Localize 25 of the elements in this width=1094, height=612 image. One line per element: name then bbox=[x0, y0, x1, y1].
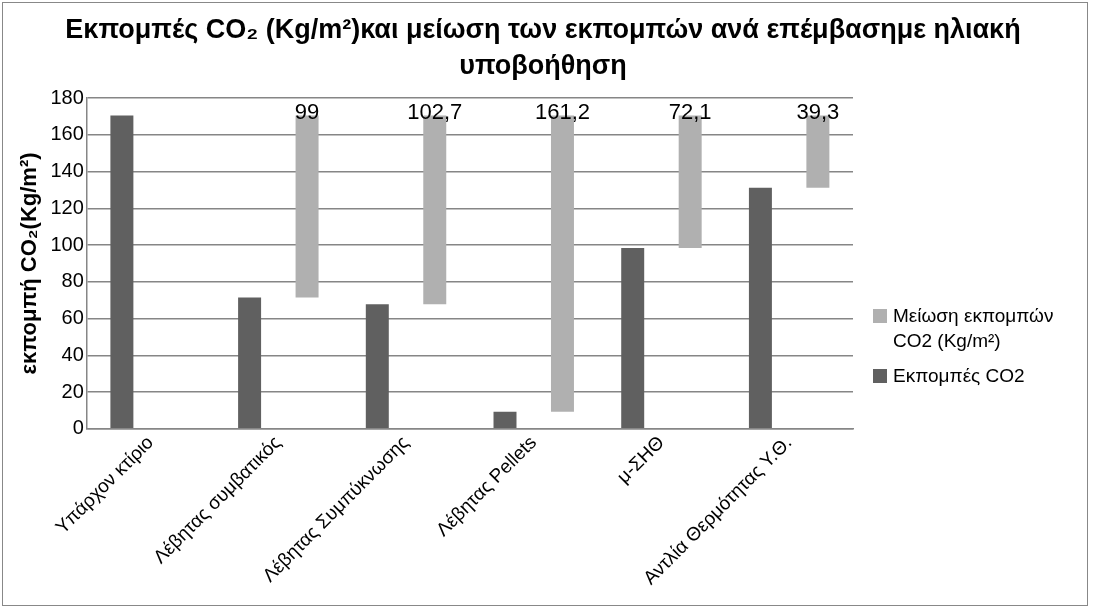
y-tick-label: 40 bbox=[61, 342, 84, 365]
data-label: 72,1 bbox=[668, 98, 712, 124]
y-tick-label: 100 bbox=[50, 232, 84, 255]
y-tick-label: 80 bbox=[61, 269, 84, 292]
chart-title: Εκπομπές CO₂ (Kg/m²)και μείωση των εκπομπών ανά επέμβασημε ηλιακή υποβοήθηση bbox=[64, 13, 1022, 82]
y-tick-label: 140 bbox=[50, 159, 84, 182]
y-tick-label: 160 bbox=[50, 122, 84, 145]
bar bbox=[110, 115, 134, 429]
data-label: 39,3 bbox=[796, 98, 840, 124]
bar bbox=[238, 297, 262, 429]
y-tick-label: 0 bbox=[72, 416, 84, 439]
data-label: 102,7 bbox=[407, 98, 463, 124]
legend-label: Μείωση εκπομπών CO2 (Kg/m²) bbox=[893, 304, 1055, 353]
y-tick-label: 180 bbox=[50, 85, 84, 108]
bar bbox=[748, 187, 772, 429]
legend-label: Εκπομπές CO2 bbox=[893, 364, 1025, 388]
data-label: 99 bbox=[294, 98, 320, 124]
bar bbox=[621, 247, 645, 429]
y-tick-label: 120 bbox=[50, 195, 84, 218]
y-axis-title: εκπομπή CO₂(Kg/m²) bbox=[16, 152, 42, 375]
data-label: 161,2 bbox=[534, 98, 590, 124]
y-tick-label: 20 bbox=[61, 379, 84, 402]
bar bbox=[365, 304, 389, 429]
bar bbox=[493, 411, 517, 429]
y-tick-label: 60 bbox=[61, 306, 84, 329]
